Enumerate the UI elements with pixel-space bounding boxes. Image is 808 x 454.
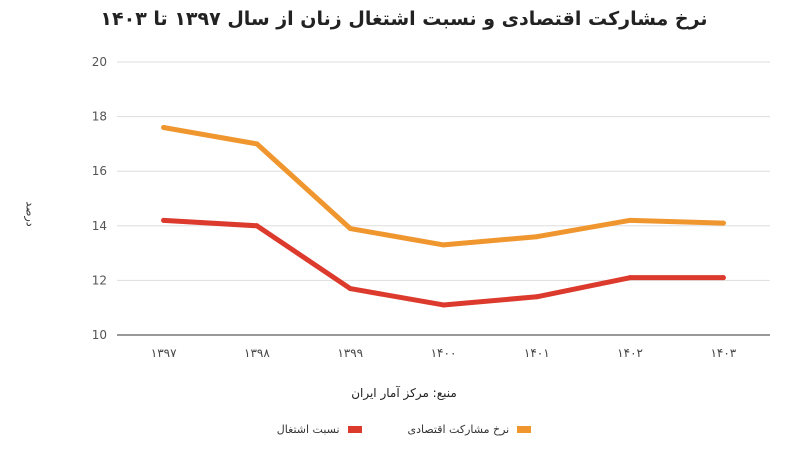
y-tick-label: 10: [92, 328, 107, 342]
data-point: [627, 217, 633, 223]
legend-swatch-employment: [347, 426, 362, 433]
x-axis-label-source: منبع: مرکز آمار ایران: [351, 386, 457, 400]
x-tick-labels: ۱۳۹۷ ۱۳۹۸ ۱۳۹۹ ۱۴۰۰ ۱۴۰۱ ۱۴۰۲ ۱۴۰۳: [151, 346, 737, 360]
x-tick-label: ۱۳۹۸: [244, 346, 270, 360]
data-point: [441, 302, 446, 308]
data-point: [534, 234, 540, 240]
data-point: [161, 217, 167, 223]
y-tick-label: 14: [92, 219, 107, 233]
y-tick-labels: 10 12 14 16 18 20: [92, 55, 107, 342]
data-point: [627, 275, 633, 281]
legend-swatch-participation: [517, 426, 532, 433]
data-point: [441, 242, 446, 248]
grid-lines: [117, 61, 770, 336]
data-point: [161, 125, 167, 131]
data-point: [720, 275, 726, 281]
data-point: [720, 220, 726, 226]
series-lines: [161, 125, 726, 308]
y-tick-label: 16: [92, 164, 107, 178]
x-tick-label: ۱۴۰۳: [710, 346, 736, 360]
data-point: [347, 226, 353, 232]
data-point: [254, 141, 260, 147]
legend-item-participation: نرخ مشارکت اقتصادی: [408, 423, 532, 436]
x-tick-label: ۱۴۰۲: [617, 346, 643, 360]
x-tick-label: ۱۴۰۱: [524, 346, 550, 360]
x-tick-label: ۱۳۹۷: [151, 346, 177, 360]
chart-title: نرخ مشارکت اقتصادی و نسبت اشتغال زنان از…: [100, 8, 708, 30]
y-tick-label: 18: [92, 110, 107, 124]
data-point: [254, 223, 260, 229]
legend-label-employment: نسبت اشتغال: [276, 423, 340, 436]
legend-label-participation: نرخ مشارکت اقتصادی: [407, 423, 510, 436]
legend-item-employment: نسبت اشتغال: [277, 423, 362, 436]
y-tick-label: 12: [92, 273, 107, 287]
series-line-1: [161, 217, 726, 308]
x-tick-label: ۱۳۹۹: [337, 346, 363, 360]
legend: نرخ مشارکت اقتصادی نسبت اشتغال: [0, 423, 808, 436]
y-tick-label: 20: [92, 55, 107, 69]
data-point: [347, 286, 353, 292]
data-point: [534, 294, 540, 300]
x-tick-label: ۱۴۰۰: [431, 346, 457, 360]
